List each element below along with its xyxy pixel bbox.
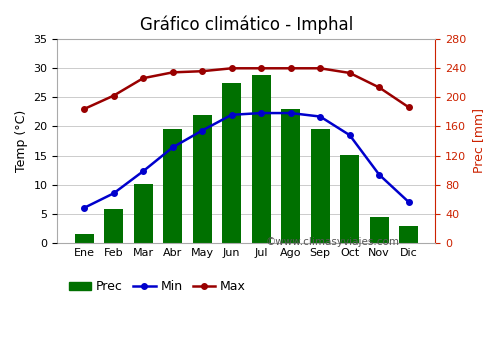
Bar	[222, 83, 242, 243]
Bar	[74, 234, 94, 243]
Bar	[134, 184, 153, 243]
Bar	[192, 115, 212, 243]
Text: ©www.climasyviajes.com: ©www.climasyviajes.com	[266, 237, 400, 247]
Bar	[399, 226, 418, 243]
Bar	[104, 209, 124, 243]
Legend: Prec, Min, Max: Prec, Min, Max	[64, 275, 251, 299]
Bar	[252, 75, 271, 243]
Y-axis label: Temp (°C): Temp (°C)	[15, 110, 28, 172]
Bar	[281, 109, 300, 243]
Bar	[340, 155, 359, 243]
Y-axis label: Prec [mm]: Prec [mm]	[472, 108, 485, 174]
Bar	[163, 130, 182, 243]
Bar	[370, 217, 389, 243]
Bar	[310, 130, 330, 243]
Title: Gráfico climático - Imphal: Gráfico climático - Imphal	[140, 15, 353, 34]
